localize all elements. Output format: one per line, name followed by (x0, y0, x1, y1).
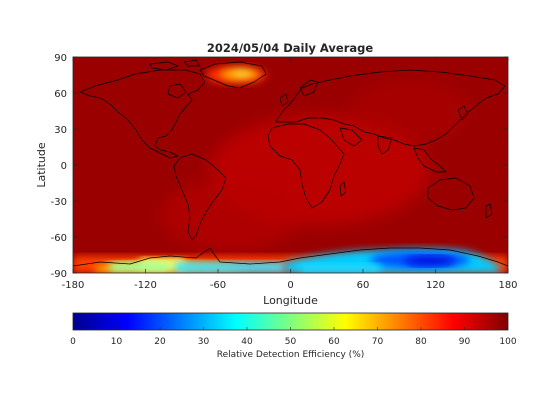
y-tick-label: -30 (51, 197, 67, 208)
map-title: 2024/05/04 Daily Average (207, 41, 374, 55)
x-tick-label: -120 (134, 280, 157, 291)
x-tick-label: 60 (357, 280, 370, 291)
y-tick-label: 60 (54, 89, 67, 100)
colorbar-tick-label: 50 (285, 337, 297, 347)
colorbar-gradient (73, 313, 508, 330)
heatmap-asia-region (350, 80, 470, 140)
x-tick-label: 180 (498, 280, 517, 291)
colorbar-tick-label: 90 (459, 337, 471, 347)
heatmap-south-atlantic-region (160, 180, 300, 250)
india-coast (377, 135, 393, 155)
x-tick-label: 120 (426, 280, 445, 291)
colorbar-tick-label: 40 (241, 337, 253, 347)
greenland-coast (199, 61, 267, 89)
hudson-bay-coast (167, 83, 187, 99)
y-axis: 90 60 30 0 -30 -60 -90 Latitude (35, 53, 508, 280)
colorbar: 0 10 20 30 40 50 60 70 80 90 100 Relativ… (70, 312, 517, 360)
south-america-coast (173, 153, 227, 241)
australia-coast (427, 177, 475, 211)
y-tick-label: 0 (61, 161, 67, 172)
x-tick-label: -60 (210, 280, 226, 291)
colorbar-label: Relative Detection Efficiency (%) (217, 350, 365, 360)
africa-coast (267, 123, 345, 209)
japan-coast (457, 105, 469, 121)
colorbar-tick-label: 30 (198, 337, 210, 347)
colorbar-tick-label: 100 (499, 337, 516, 347)
y-tick-label: -60 (51, 233, 67, 244)
heatmap-antarctica (73, 248, 508, 273)
eurasia-coast (275, 69, 506, 147)
madagascar-coast (339, 181, 347, 197)
y-axis-label: Latitude (35, 142, 48, 188)
heatmap-field (73, 57, 508, 273)
arabian-peninsula-coast (339, 127, 363, 147)
y-tick-label: -90 (51, 269, 67, 280)
colorbar-tick-label: 10 (111, 337, 123, 347)
british-isles-coast (279, 93, 289, 107)
colorbar-tick-label: 20 (154, 337, 166, 347)
coastlines (73, 59, 508, 267)
x-axis-label: Longitude (263, 294, 318, 307)
scandinavia-coast (299, 79, 319, 97)
colorbar-tick-label: 60 (328, 337, 340, 347)
antarctica-coast (73, 247, 508, 267)
colorbar-tick-label: 70 (372, 337, 384, 347)
x-tick-label: -180 (62, 280, 85, 291)
southeast-asia-coast (413, 147, 447, 173)
colorbar-tick-label: 0 (70, 337, 76, 347)
heatmap-greenland (206, 66, 266, 84)
x-tick-label: 0 (287, 280, 293, 291)
new-zealand-coast (485, 203, 493, 219)
north-america-coast (79, 69, 206, 159)
x-axis: -180 -120 -60 0 60 120 180 Longitude (62, 57, 518, 307)
canadian-islands-coast (149, 59, 201, 71)
y-tick-label: 30 (54, 125, 67, 136)
y-tick-label: 90 (54, 53, 67, 64)
colorbar-tick-label: 80 (415, 337, 427, 347)
